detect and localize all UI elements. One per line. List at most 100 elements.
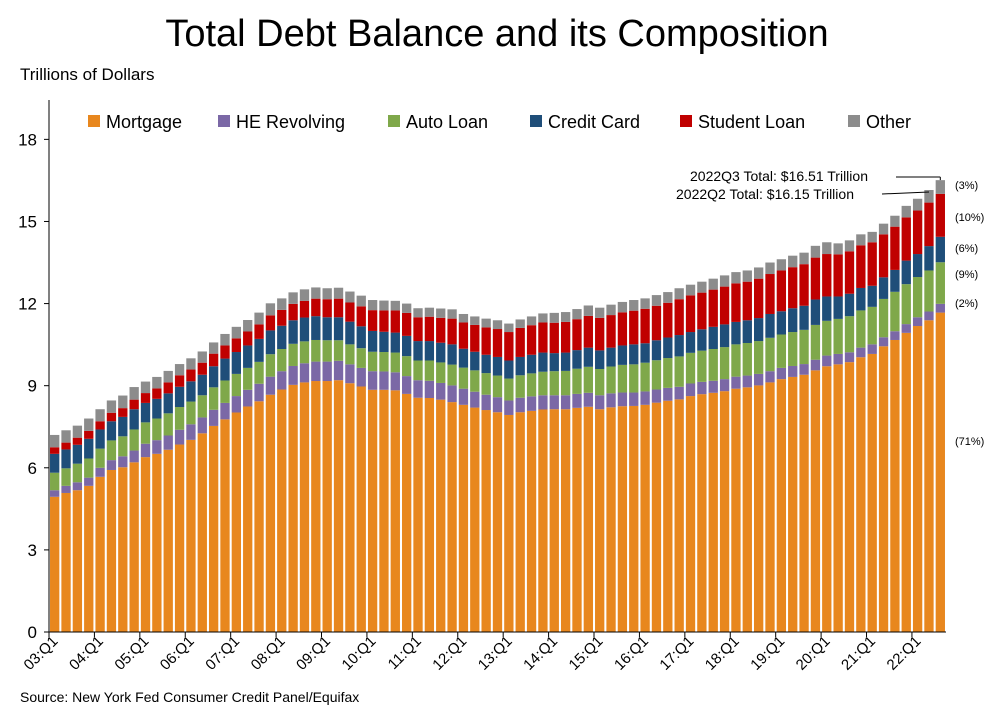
- bar-other-2006Q4: [220, 333, 230, 346]
- x-tick-label: 21:Q1: [838, 633, 879, 674]
- bar-auto-loan-2022Q2: [924, 270, 934, 312]
- bar-student-loan-2018Q4: [765, 274, 775, 314]
- bar-he-revolving-2015Q4: [629, 392, 639, 406]
- bar-auto-loan-2010Q4: [402, 356, 412, 377]
- bar-student-loan-2003Q3: [72, 437, 83, 445]
- bar-credit-card-2018Q4: [765, 313, 775, 338]
- bar-mortgage-2016Q3: [663, 400, 673, 632]
- bar-other-2004Q2: [106, 400, 117, 413]
- legend-label-auto-loan: Auto Loan: [406, 112, 488, 132]
- bar-mortgage-2005Q4: [174, 444, 185, 632]
- bar-credit-card-2017Q2: [697, 329, 707, 351]
- bar-credit-card-2004Q4: [129, 409, 139, 430]
- bar-he-revolving-2013Q3: [526, 396, 537, 411]
- bar-he-revolving-2012Q3: [481, 394, 491, 411]
- bar-auto-loan-2005Q2: [152, 418, 162, 441]
- bar-he-revolving-2018Q2: [742, 375, 752, 388]
- bar-credit-card-2015Q1: [595, 350, 605, 369]
- bar-credit-card-2017Q1: [685, 332, 696, 353]
- bar-credit-card-2009Q2: [333, 317, 344, 341]
- bar-auto-loan-2011Q4: [447, 364, 457, 386]
- bar-other-2011Q4: [447, 309, 457, 319]
- bar-student-loan-2019Q1: [776, 270, 787, 312]
- bar-he-revolving-2015Q2: [606, 393, 616, 408]
- bar-student-loan-2007Q3: [254, 324, 264, 339]
- bar-mortgage-2009Q3: [345, 383, 355, 632]
- bar-other-2017Q4: [719, 275, 730, 287]
- bar-student-loan-2021Q1: [867, 242, 877, 286]
- bar-student-loan-2009Q4: [356, 306, 366, 327]
- bar-credit-card-2011Q1: [413, 341, 423, 361]
- bar-credit-card-2009Q3: [345, 321, 355, 345]
- bar-student-loan-2005Q2: [152, 388, 162, 399]
- bar-other-2020Q1: [822, 242, 832, 255]
- bar-student-loan-2008Q2: [288, 303, 298, 321]
- bar-credit-card-2017Q3: [708, 326, 718, 350]
- bar-other-2006Q2: [197, 351, 207, 363]
- bar-he-revolving-2005Q3: [163, 435, 173, 450]
- bar-student-loan-2020Q2: [833, 254, 843, 297]
- bar-credit-card-2003Q3: [72, 444, 83, 464]
- bar-student-loan-2006Q4: [220, 345, 230, 359]
- bar-auto-loan-2016Q2: [651, 360, 662, 390]
- bar-other-2009Q2: [333, 287, 344, 299]
- bar-he-revolving-2017Q4: [719, 379, 730, 392]
- x-tick-label: 04:Q1: [66, 633, 107, 674]
- bar-mortgage-2008Q1: [277, 389, 287, 632]
- bar-credit-card-2012Q3: [481, 354, 491, 374]
- bar-credit-card-2006Q3: [208, 366, 219, 388]
- bar-credit-card-2009Q4: [356, 326, 366, 349]
- bar-student-loan-2013Q4: [538, 322, 548, 353]
- bar-credit-card-2021Q4: [901, 260, 911, 285]
- bar-auto-loan-2020Q4: [856, 310, 866, 348]
- x-tick-label: 10:Q1: [339, 633, 380, 674]
- bar-auto-loan-2010Q2: [379, 352, 389, 372]
- x-tick-label: 06:Q1: [157, 633, 198, 674]
- bar-mortgage-2009Q4: [356, 386, 366, 632]
- bar-student-loan-2013Q3: [526, 325, 537, 355]
- bar-credit-card-2013Q3: [526, 354, 537, 374]
- bar-mortgage-2004Q4: [129, 462, 139, 632]
- bar-student-loan-2014Q2: [560, 321, 571, 353]
- bar-other-2017Q1: [685, 284, 696, 296]
- legend-swatch-auto-loan: [388, 115, 400, 127]
- bar-auto-loan-2021Q2: [878, 298, 889, 338]
- bar-auto-loan-2009Q2: [333, 340, 344, 361]
- x-tick-label: 15:Q1: [566, 633, 607, 674]
- bar-he-revolving-2003Q2: [61, 485, 71, 493]
- bar-he-revolving-2008Q3: [299, 363, 310, 383]
- bar-mortgage-2007Q4: [265, 394, 276, 632]
- bar-other-2021Q3: [890, 215, 900, 227]
- bar-mortgage-2019Q4: [810, 370, 821, 632]
- bar-auto-loan-2016Q1: [640, 362, 650, 392]
- y-ticks: 0 3 6 9 12 15 18: [18, 130, 49, 642]
- bar-auto-loan-2022Q1: [912, 277, 923, 318]
- bar-auto-loan-2022Q3: [935, 262, 945, 304]
- bar-he-revolving-2007Q3: [254, 383, 264, 402]
- bar-credit-card-2007Q2: [243, 345, 253, 368]
- bar-he-revolving-2007Q1: [231, 396, 241, 413]
- bar-he-revolving-2016Q3: [663, 387, 673, 401]
- bar-auto-loan-2010Q3: [390, 352, 400, 373]
- bar-he-revolving-2016Q4: [674, 386, 684, 400]
- bar-credit-card-2017Q4: [719, 324, 730, 348]
- bar-credit-card-2003Q4: [84, 438, 94, 459]
- bar-credit-card-2004Q1: [95, 429, 105, 449]
- bar-other-2011Q1: [413, 308, 423, 318]
- bar-student-loan-2022Q3: [935, 193, 945, 237]
- bar-student-loan-2007Q1: [231, 338, 241, 353]
- bar-mortgage-2022Q3: [935, 312, 945, 632]
- bar-credit-card-2015Q3: [617, 345, 628, 365]
- bar-mortgage-2017Q2: [697, 394, 707, 632]
- bar-student-loan-2003Q4: [84, 430, 94, 439]
- bar-other-2010Q4: [402, 303, 412, 313]
- y-tick-label: 15: [18, 212, 37, 231]
- bar-other-2016Q2: [651, 295, 662, 306]
- bar-auto-loan-2005Q1: [140, 422, 151, 444]
- bar-credit-card-2006Q4: [220, 358, 230, 381]
- bar-student-loan-2020Q3: [844, 251, 855, 294]
- bar-student-loan-2012Q1: [458, 322, 469, 349]
- bar-other-2003Q2: [61, 430, 71, 443]
- bar-student-loan-2007Q2: [243, 331, 253, 346]
- bar-student-loan-2004Q4: [129, 399, 139, 410]
